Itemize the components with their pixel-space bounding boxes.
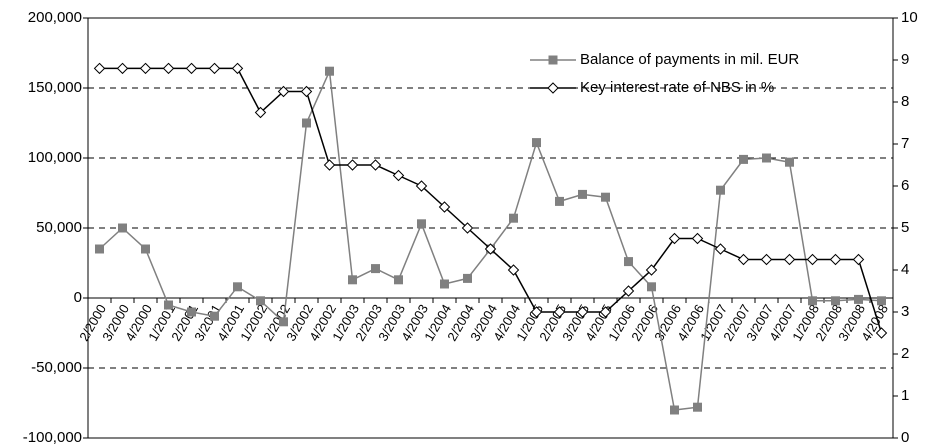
y2-tick-label: 3 xyxy=(901,303,909,320)
point xyxy=(716,185,725,195)
point xyxy=(576,306,589,318)
point xyxy=(509,213,518,223)
point xyxy=(461,222,474,234)
y-tick-label: 200,000 xyxy=(28,9,82,26)
point xyxy=(277,85,290,98)
point xyxy=(93,62,106,75)
point xyxy=(739,154,748,164)
point xyxy=(323,159,336,171)
point xyxy=(231,62,244,75)
point xyxy=(394,275,403,285)
point xyxy=(624,257,633,267)
point xyxy=(875,327,888,339)
point xyxy=(325,66,334,76)
point xyxy=(300,85,313,98)
point xyxy=(346,159,359,171)
point xyxy=(601,192,610,202)
point xyxy=(532,138,541,148)
point xyxy=(417,219,426,229)
point xyxy=(647,282,656,292)
point xyxy=(415,180,428,192)
point xyxy=(530,306,543,318)
y2-tick-label: 2 xyxy=(901,345,909,362)
y2-tick-label: 0 xyxy=(901,429,909,446)
point xyxy=(210,311,219,321)
point xyxy=(670,405,679,415)
y-tick-label: 50,000 xyxy=(36,219,82,236)
y2-tick-label: 9 xyxy=(901,51,909,68)
point xyxy=(162,62,175,75)
point xyxy=(256,296,265,306)
point xyxy=(668,232,681,245)
point xyxy=(507,264,520,276)
point xyxy=(348,275,357,285)
legend-marker xyxy=(548,55,558,65)
point xyxy=(463,273,472,283)
y2-tick-label: 6 xyxy=(901,177,909,194)
point xyxy=(622,285,635,297)
point xyxy=(808,296,817,306)
y2-tick-label: 8 xyxy=(901,93,909,110)
point xyxy=(714,243,727,255)
point xyxy=(737,253,750,266)
point xyxy=(392,169,405,182)
legend-label: Balance of payments in mil. EUR xyxy=(580,51,799,68)
point xyxy=(164,300,173,310)
point xyxy=(783,253,796,266)
y-tick-label: -100,000 xyxy=(23,429,82,446)
point xyxy=(139,62,152,75)
y2-tick-label: 5 xyxy=(901,219,909,236)
point xyxy=(369,159,382,171)
y-tick-label: 100,000 xyxy=(28,149,82,166)
point xyxy=(208,62,221,75)
point xyxy=(831,296,840,306)
point xyxy=(302,118,311,128)
point xyxy=(118,223,127,233)
point xyxy=(141,244,150,254)
point xyxy=(440,279,449,289)
point xyxy=(854,294,863,304)
point xyxy=(645,264,658,276)
point xyxy=(785,157,794,167)
point xyxy=(484,243,497,255)
point xyxy=(852,253,865,266)
series-line xyxy=(99,67,883,334)
y2-tick-label: 7 xyxy=(901,135,909,152)
point xyxy=(233,282,242,292)
point xyxy=(371,264,380,274)
point xyxy=(185,62,198,75)
y-tick-label: 0 xyxy=(74,289,82,306)
point xyxy=(806,253,819,266)
point xyxy=(877,296,886,306)
y-tick-label: -50,000 xyxy=(31,359,82,376)
point xyxy=(438,201,451,213)
point xyxy=(762,153,771,163)
point xyxy=(829,253,842,266)
point xyxy=(254,106,267,119)
series-line xyxy=(98,68,882,411)
point xyxy=(95,244,104,254)
y2-tick-label: 1 xyxy=(901,387,909,404)
point xyxy=(555,196,564,206)
point xyxy=(691,232,704,245)
y-tick-label: 150,000 xyxy=(28,79,82,96)
y2-tick-label: 4 xyxy=(901,261,909,278)
point xyxy=(187,307,196,317)
point xyxy=(578,189,587,199)
point xyxy=(599,306,612,318)
point xyxy=(693,402,702,412)
legend-label: Key interest rate of NBS in % xyxy=(580,79,774,96)
point xyxy=(279,317,288,327)
legend-marker xyxy=(547,82,559,94)
point xyxy=(760,253,773,266)
point xyxy=(116,62,129,75)
plot-frame xyxy=(87,17,894,439)
y2-tick-label: 10 xyxy=(901,9,918,26)
point xyxy=(553,306,566,318)
